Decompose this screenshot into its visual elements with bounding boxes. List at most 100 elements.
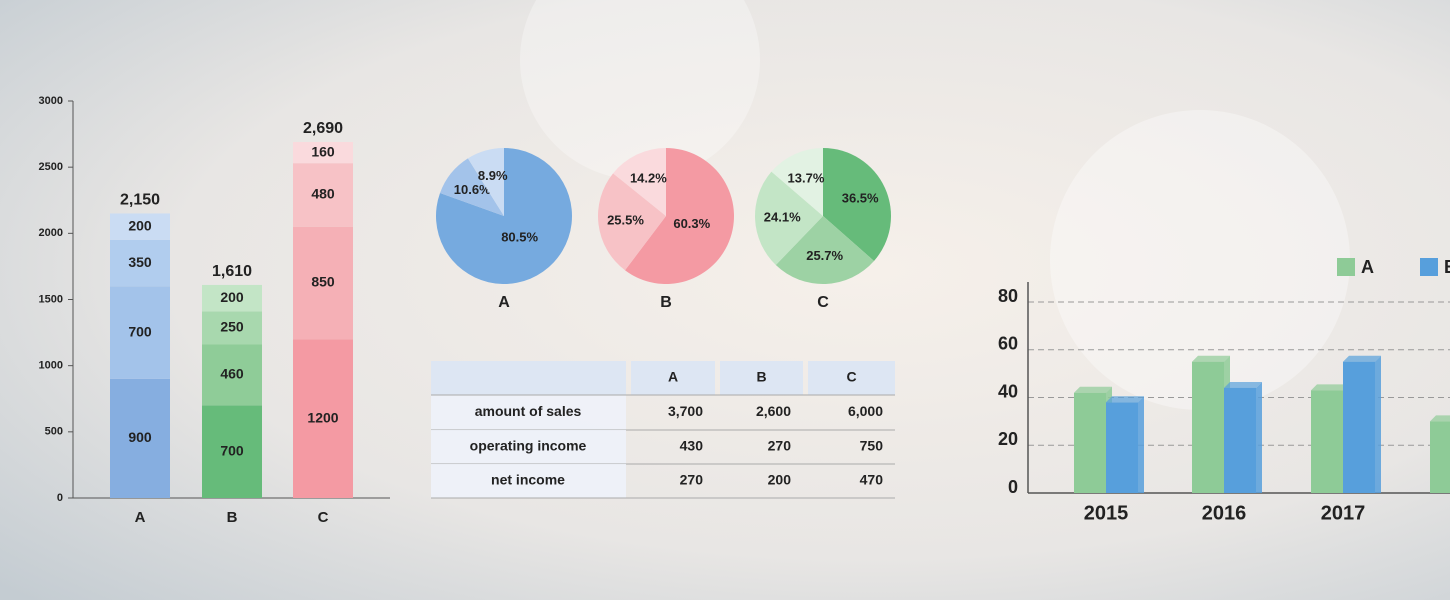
pie-title: B (660, 294, 672, 311)
slice-label: 25.7% (806, 248, 843, 263)
table-row-bg (431, 464, 626, 498)
row-label: amount of sales (475, 403, 582, 419)
bokeh (1050, 110, 1350, 410)
bar-segment (202, 344, 262, 406)
x-tick-label: 2016 (1202, 502, 1247, 524)
bar-segment (293, 226, 353, 340)
slice-label: 13.7% (788, 170, 825, 185)
bar (1343, 355, 1381, 493)
pie-slice (775, 216, 875, 284)
segment-label: 250 (220, 319, 244, 335)
bar-segment (293, 339, 353, 498)
table-cell: 270 (680, 472, 704, 488)
bokeh (520, 0, 760, 180)
slice-label: 80.5% (501, 230, 538, 245)
table-cell: 6,000 (848, 403, 883, 419)
pie-slice (823, 148, 891, 261)
legend-label: A (1361, 257, 1374, 277)
slice-label: 14.2% (630, 171, 667, 186)
bar-segment (202, 405, 262, 498)
segment-label: 200 (128, 217, 152, 233)
table-cell: 200 (768, 472, 792, 488)
bar-segment (110, 213, 170, 240)
bar-segment (110, 286, 170, 379)
pie-slice (755, 171, 823, 265)
bar-segment (110, 239, 170, 287)
y-tick-label: 20 (998, 429, 1018, 449)
table-row-bg (431, 430, 626, 464)
segment-label: 480 (311, 186, 335, 202)
x-tick-label: 2017 (1321, 502, 1366, 524)
x-tick-label: B (227, 509, 238, 526)
bar-segment (293, 163, 353, 227)
table-cell: 3,700 (668, 403, 703, 419)
y-tick-label: 2500 (39, 161, 63, 173)
slice-label: 10.6% (454, 182, 491, 197)
slice-label: 24.1% (764, 209, 801, 224)
legend-label: B (1444, 257, 1450, 277)
segment-label: 200 (220, 289, 244, 305)
y-tick-label: 1000 (39, 360, 63, 372)
pie-slice (598, 173, 666, 271)
slice-label: 8.9% (478, 168, 508, 183)
bar-segment (202, 284, 262, 312)
table-header: A (668, 369, 678, 385)
y-tick-label: 2000 (39, 227, 63, 239)
total-label: 2,150 (120, 192, 160, 209)
slice-label: 25.5% (607, 212, 644, 227)
table-cell: 430 (680, 438, 704, 454)
table-cell: 2,600 (756, 403, 791, 419)
table-row-bg (431, 395, 626, 430)
segment-label: 850 (311, 274, 335, 290)
legend-swatch (1420, 258, 1438, 276)
y-tick-label: 0 (57, 492, 63, 504)
bar (1224, 381, 1262, 493)
legend-swatch (1337, 258, 1355, 276)
slice-label: 36.5% (842, 191, 879, 206)
pie-title: C (817, 294, 829, 311)
segment-label: 460 (220, 366, 244, 382)
y-tick-label: 1500 (39, 293, 63, 305)
table-header-bg (720, 361, 803, 395)
pie-slice (625, 148, 734, 284)
table-cell: 750 (860, 438, 884, 454)
bar-segment (110, 378, 170, 498)
bar (1106, 396, 1144, 493)
segment-label: 700 (128, 323, 152, 339)
y-tick-label: 3000 (39, 95, 63, 107)
slice-label: 60.3% (673, 216, 710, 231)
segment-label: 700 (220, 442, 244, 458)
y-tick-label: 40 (998, 381, 1018, 401)
segment-label: 900 (128, 429, 152, 445)
segment-label: 1200 (307, 409, 338, 425)
y-tick-label: 80 (998, 286, 1018, 306)
y-tick-label: 0 (1008, 477, 1018, 497)
x-tick-label: A (135, 509, 146, 526)
bar (1430, 415, 1450, 493)
y-tick-label: 60 (998, 334, 1018, 354)
table-cell: 270 (768, 438, 792, 454)
pie-slice (771, 148, 823, 216)
x-tick-label: C (318, 509, 329, 526)
table-header-bg (431, 361, 626, 395)
table-header-bg (631, 361, 715, 395)
y-tick-label: 500 (45, 426, 63, 438)
bar-segment (202, 311, 262, 345)
pie-slice (613, 148, 666, 216)
x-tick-label: 2015 (1084, 502, 1129, 524)
table-header: C (846, 369, 856, 385)
row-label: net income (491, 472, 565, 488)
pie-title: A (498, 294, 510, 311)
pie-slice (467, 148, 504, 216)
bar-segment (293, 142, 353, 164)
segment-label: 160 (311, 143, 335, 159)
total-label: 1,610 (212, 263, 252, 280)
table-header-bg (808, 361, 895, 395)
table-header: B (756, 369, 766, 385)
pie-slice (440, 158, 504, 216)
row-label: operating income (470, 438, 587, 454)
segment-label: 350 (128, 254, 152, 270)
table-cell: 470 (860, 472, 884, 488)
total-label: 2,690 (303, 120, 343, 137)
